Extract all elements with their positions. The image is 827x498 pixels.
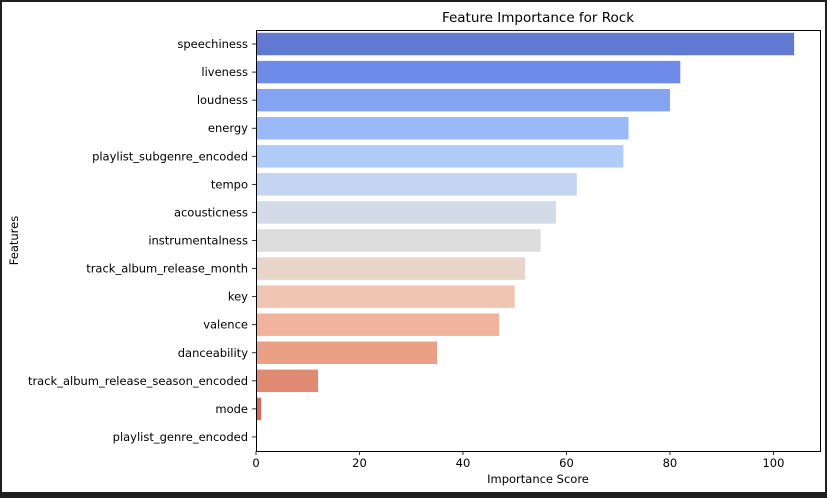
bar-key xyxy=(256,285,515,308)
y-tick-label: speechiness xyxy=(177,37,248,51)
chart-title: Feature Importance for Rock xyxy=(442,10,634,26)
bars-group xyxy=(256,32,795,421)
y-tick-label: instrumentalness xyxy=(148,234,248,248)
y-tick-label: loudness xyxy=(197,93,248,107)
bar-valence xyxy=(256,313,500,336)
y-axis-ticks: speechiness liveness loudness energy playlis… xyxy=(28,37,256,444)
y-tick-label: energy xyxy=(208,121,248,135)
bar-liveness xyxy=(256,60,681,84)
y-tick-label: danceability xyxy=(178,346,248,360)
y-tick-label: tempo xyxy=(211,177,248,191)
x-tick-label: 100 xyxy=(762,456,784,470)
x-tick-label: 20 xyxy=(352,456,367,470)
x-axis-ticks: 0 20 40 60 80 100 xyxy=(252,451,784,470)
bar-chart: Feature Importance for Rock speechiness l… xyxy=(7,10,821,486)
x-axis-label: Importance Score xyxy=(487,472,589,486)
y-tick-label: track_album_release_month xyxy=(86,262,248,276)
bar-energy xyxy=(256,117,629,140)
y-tick-label: liveness xyxy=(201,65,248,79)
y-tick-label: playlist_genre_encoded xyxy=(113,430,248,444)
y-tick-label: track_album_release_season_encoded xyxy=(28,374,248,388)
bar-playlist-subgenre-encoded xyxy=(256,145,624,168)
chart-figure: Feature Importance for Rock speechiness l… xyxy=(2,2,825,492)
bar-tempo xyxy=(256,173,577,196)
x-tick-label: 0 xyxy=(252,456,259,470)
y-tick-label: playlist_subgenre_encoded xyxy=(92,149,248,163)
bar-acousticness xyxy=(256,201,557,224)
bar-speechiness xyxy=(256,32,795,56)
x-tick-label: 60 xyxy=(559,456,574,470)
bar-loudness xyxy=(256,88,670,112)
y-tick-label: valence xyxy=(203,318,248,332)
y-axis-label: Features xyxy=(7,216,21,265)
bar-instrumentalness xyxy=(256,229,541,252)
plot-frame xyxy=(256,30,821,452)
x-tick-label: 80 xyxy=(663,456,678,470)
y-tick-label: mode xyxy=(215,402,248,416)
x-tick-label: 40 xyxy=(456,456,471,470)
bar-track-album-release-season-encoded xyxy=(256,369,319,393)
y-tick-label: acousticness xyxy=(174,205,248,219)
bar-danceability xyxy=(256,341,438,364)
bar-mode xyxy=(256,397,262,421)
bar-track-album-release-month xyxy=(256,257,526,280)
y-tick-label: key xyxy=(228,290,248,304)
